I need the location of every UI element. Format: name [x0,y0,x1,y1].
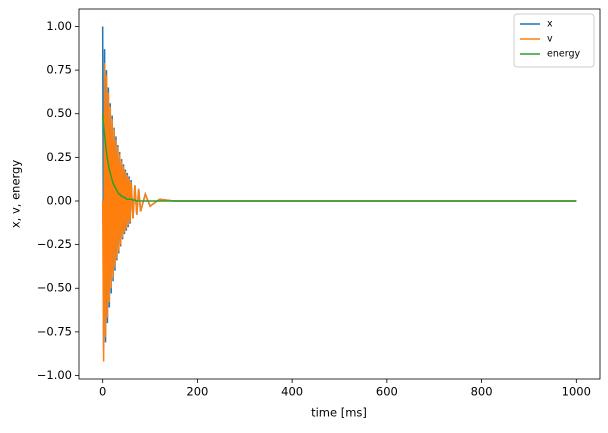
x-tick-label: 400 [281,385,303,399]
line-series [101,26,577,350]
y-tick-label: 1.00 [46,19,72,33]
x-tick-label: 600 [376,385,398,399]
x-tick-label: 0 [99,385,106,399]
plot-frame [78,8,601,380]
legend-label: energy [547,49,580,60]
y-tick-label: 0.50 [46,106,72,120]
y-tick-label: −1.00 [37,368,72,382]
y-axis-label: x, v, energy [9,160,23,228]
y-tick-label: −0.50 [37,281,72,295]
y-tick-label: 0.25 [46,150,72,164]
x-tick-label: 800 [471,385,493,399]
y-tick-label: −0.75 [37,324,72,338]
x-axis-label: time [ms] [311,406,367,420]
line-series [101,113,577,202]
x-tick-label: 200 [186,385,208,399]
line-series [101,63,577,362]
x-tick-label: 1000 [562,385,591,399]
legend-label: x [547,19,553,30]
y-tick-label: −0.25 [37,237,72,251]
legend-label: v [547,34,553,45]
y-tick-label: 0.00 [46,193,72,207]
legend: xv energy [513,13,595,68]
y-tick-label: 0.75 [46,63,72,77]
